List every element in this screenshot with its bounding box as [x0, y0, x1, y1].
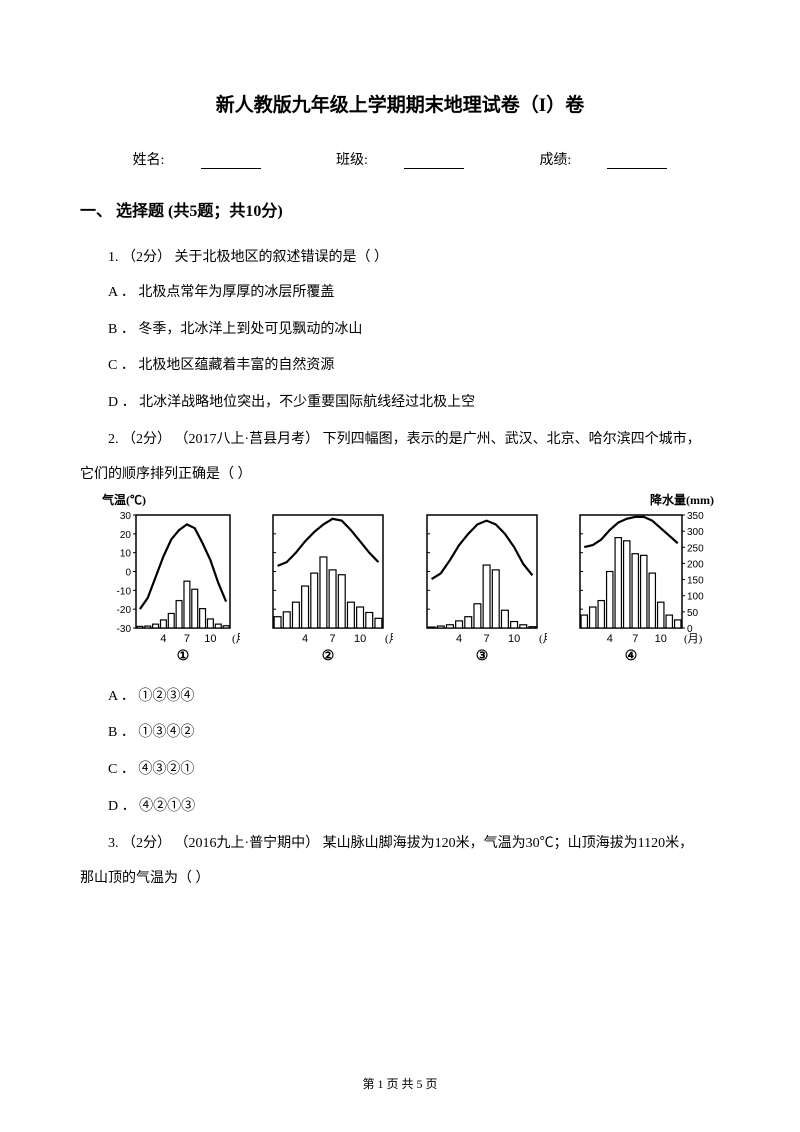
page-footer: 第 1 页 共 5 页 — [0, 1075, 800, 1092]
page-title: 新人教版九年级上学期期末地理试卷（I）卷 — [80, 90, 720, 117]
svg-text:10: 10 — [204, 633, 216, 645]
q2-stem-2: 它们的顺序排列正确是（ ） — [80, 460, 720, 491]
q2-option-c: C ． ④③②① — [80, 755, 720, 786]
q1-option-d: D ． 北冰洋战略地位突出，不少重要国际航线经过北极上空 — [80, 388, 720, 419]
climate-charts: 气温(℃) 3020100-10-20-304710(月)① 4710(月)② … — [110, 509, 710, 664]
svg-text:-20: -20 — [117, 605, 132, 616]
svg-text:7: 7 — [184, 633, 190, 645]
svg-text:100: 100 — [687, 591, 704, 602]
svg-text:350: 350 — [687, 511, 704, 522]
svg-text:(月): (月) — [539, 633, 547, 645]
name-label: 姓名: — [133, 153, 165, 168]
q2-stem-1: 2. （2分） （2017八上·莒县月考） 下列四幅图，表示的是广州、武汉、北京… — [80, 425, 720, 456]
svg-text:7: 7 — [330, 633, 336, 645]
q1-stem: 1. （2分） 关于北极地区的叙述错误的是（ ） — [80, 243, 720, 274]
q2-option-a: A ． ①②③④ — [80, 682, 720, 713]
svg-text:④: ④ — [625, 649, 638, 664]
class-blank[interactable] — [404, 155, 464, 169]
svg-text:20: 20 — [120, 529, 132, 540]
svg-text:7: 7 — [632, 633, 638, 645]
score-blank[interactable] — [607, 155, 667, 169]
svg-text:①: ① — [177, 649, 190, 664]
svg-text:10: 10 — [655, 633, 667, 645]
q1-option-a: A ． 北极点常年为厚厚的冰层所覆盖 — [80, 278, 720, 309]
chart-3: 4 7 10 (月) ③ — [417, 509, 547, 664]
precip-axis-label: 降水量(mm) — [650, 491, 714, 508]
q2-option-b: B ． ①③④② — [80, 718, 720, 749]
svg-text:-30: -30 — [117, 624, 132, 635]
q3-stem-1: 3. （2分） （2016九上·普宁期中） 某山脉山脚海拔为120米，气温为30… — [80, 829, 720, 860]
q1-option-b: B ． 冬季，北冰洋上到处可见飘动的冰山 — [80, 315, 720, 346]
chart-2: 4 7 10 (月) ② — [263, 509, 393, 664]
svg-text:10: 10 — [120, 548, 132, 559]
q3-stem-2: 那山顶的气温为（ ） — [80, 864, 720, 895]
svg-text:(月): (月) — [385, 633, 393, 645]
svg-text:4: 4 — [607, 633, 613, 645]
chart-1: 气温(℃) 3020100-10-20-304710(月)① — [110, 509, 240, 664]
q1-option-c: C ． 北极地区蕴藏着丰富的自然资源 — [80, 351, 720, 382]
svg-text:4: 4 — [160, 633, 166, 645]
svg-text:300: 300 — [687, 527, 704, 538]
svg-text:50: 50 — [687, 607, 699, 618]
svg-text:(月): (月) — [684, 633, 703, 645]
svg-text:250: 250 — [687, 543, 704, 554]
section-1-header: 一、 选择题 (共5题；共10分) — [80, 197, 720, 221]
class-label: 班级: — [336, 153, 368, 168]
temp-axis-label: 气温(℃) — [102, 491, 146, 508]
svg-text:0: 0 — [125, 567, 131, 578]
svg-text:③: ③ — [475, 649, 488, 664]
chart-4: 降水量(mm) 3503002502001501005004710(月)④ — [570, 509, 710, 664]
svg-text:4: 4 — [456, 633, 462, 645]
svg-text:150: 150 — [687, 575, 704, 586]
q2-option-d: D ． ④②①③ — [80, 792, 720, 823]
svg-text:200: 200 — [687, 559, 704, 570]
svg-text:10: 10 — [508, 633, 520, 645]
name-blank[interactable] — [201, 155, 261, 169]
student-info-row: 姓名: 班级: 成绩: — [80, 149, 720, 169]
svg-text:10: 10 — [354, 633, 366, 645]
svg-text:②: ② — [322, 649, 335, 664]
svg-text:4: 4 — [302, 633, 308, 645]
svg-text:(月): (月) — [232, 633, 240, 645]
svg-text:-10: -10 — [117, 586, 132, 597]
svg-text:30: 30 — [120, 511, 132, 522]
score-label: 成绩: — [539, 153, 571, 168]
svg-text:7: 7 — [483, 633, 489, 645]
